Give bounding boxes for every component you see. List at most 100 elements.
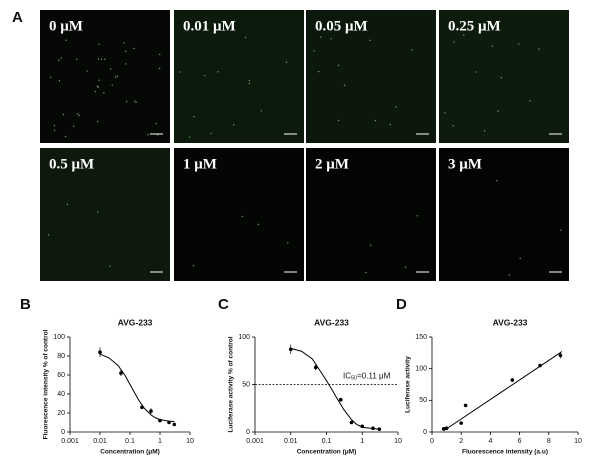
- x-tick-label: 8: [547, 438, 551, 445]
- x-axis-label: Concentration (μM): [100, 449, 160, 456]
- data-point: [119, 371, 123, 375]
- chart-title: AVG-233: [314, 317, 349, 327]
- speck: [369, 39, 371, 42]
- image-label: 0.05 μM: [315, 18, 368, 34]
- speck: [519, 257, 521, 260]
- speck: [444, 112, 446, 114]
- y-tick-label: 100: [415, 366, 427, 373]
- speck: [395, 106, 397, 108]
- speck: [104, 58, 106, 60]
- microscopy-image: [174, 10, 304, 143]
- x-tick-label: 1: [158, 438, 162, 445]
- image-label: 0.01 μM: [183, 18, 236, 34]
- data-point: [441, 427, 446, 431]
- microscopy-image: [40, 148, 170, 281]
- speck: [47, 234, 50, 236]
- speck: [337, 64, 340, 67]
- data-point: [538, 363, 542, 368]
- speck: [287, 242, 289, 244]
- x-tick-label: 0.1: [125, 438, 135, 445]
- speck: [133, 100, 136, 102]
- data-point: [167, 420, 171, 425]
- speck: [241, 215, 244, 218]
- speck: [343, 84, 346, 86]
- y-tick-label: 0: [246, 429, 250, 436]
- speck: [389, 123, 391, 126]
- speck: [193, 116, 195, 118]
- speck: [491, 45, 494, 47]
- speck: [124, 50, 127, 52]
- speck: [404, 266, 407, 268]
- x-tick-label: 0.01: [93, 438, 107, 445]
- data-point: [463, 403, 468, 408]
- y-tick-label: 100: [53, 334, 65, 341]
- chart-title: AVG-233: [493, 317, 528, 327]
- image-label: 0 μM: [49, 18, 83, 34]
- speck: [365, 271, 367, 274]
- y-axis-label: Fluorescence intensity % of control: [43, 329, 50, 439]
- speck: [97, 58, 100, 60]
- speck: [94, 90, 97, 93]
- annotation: IC50=0.11 μM: [343, 372, 391, 382]
- speck: [86, 70, 88, 72]
- speck: [374, 119, 377, 122]
- speck: [370, 244, 372, 247]
- fit-curve: [443, 351, 563, 432]
- speck: [50, 76, 52, 79]
- speck: [483, 130, 486, 132]
- data-point: [172, 422, 177, 427]
- speck: [64, 135, 67, 138]
- speck: [244, 36, 247, 39]
- speck: [179, 71, 181, 73]
- speck: [257, 223, 260, 226]
- speck: [98, 79, 100, 81]
- annotation-part: =0.11 μM: [357, 372, 390, 381]
- image-label: 0.25 μM: [448, 18, 501, 34]
- annotation-part: IC: [343, 372, 351, 381]
- data-point: [377, 427, 382, 431]
- speck: [248, 82, 251, 85]
- data-point: [158, 418, 162, 423]
- microscopy-image: [306, 148, 436, 281]
- y-axis-label: Luciferase activity: [405, 356, 412, 413]
- speck: [416, 215, 419, 217]
- speck: [58, 80, 61, 82]
- speck: [285, 61, 288, 63]
- speck: [60, 57, 63, 59]
- chart-title: AVG-233: [118, 317, 153, 327]
- microscopy-image: [40, 10, 170, 143]
- data-point: [371, 426, 375, 431]
- y-tick-label: 150: [415, 334, 427, 341]
- x-tick-label: 0.1: [322, 438, 332, 445]
- speck: [313, 50, 315, 52]
- speck: [192, 264, 195, 267]
- speck: [62, 113, 65, 116]
- speck: [109, 265, 111, 268]
- speck: [529, 100, 531, 102]
- x-tick-label: 2: [459, 438, 463, 445]
- y-tick-label: 50: [419, 397, 427, 404]
- speck: [210, 132, 212, 135]
- speck: [133, 47, 135, 50]
- x-axis-label: Concentration (μM): [297, 449, 357, 456]
- x-tick-label: 4: [488, 438, 492, 445]
- x-tick-label: 0: [430, 438, 434, 445]
- speck: [111, 84, 113, 86]
- speck: [500, 77, 503, 79]
- y-tick-label: 40: [57, 391, 65, 398]
- data-point: [558, 353, 563, 358]
- speck: [96, 120, 99, 123]
- panel-label: B: [20, 296, 31, 313]
- speck: [158, 67, 161, 70]
- speck: [411, 49, 413, 51]
- data-point: [510, 378, 515, 382]
- speck: [453, 41, 455, 43]
- speck: [126, 100, 128, 103]
- x-tick-label: 0.001: [61, 438, 79, 445]
- panel-label: D: [396, 296, 407, 313]
- speck: [97, 86, 99, 88]
- speck: [96, 85, 99, 87]
- data-point: [313, 365, 318, 370]
- speck: [75, 58, 78, 61]
